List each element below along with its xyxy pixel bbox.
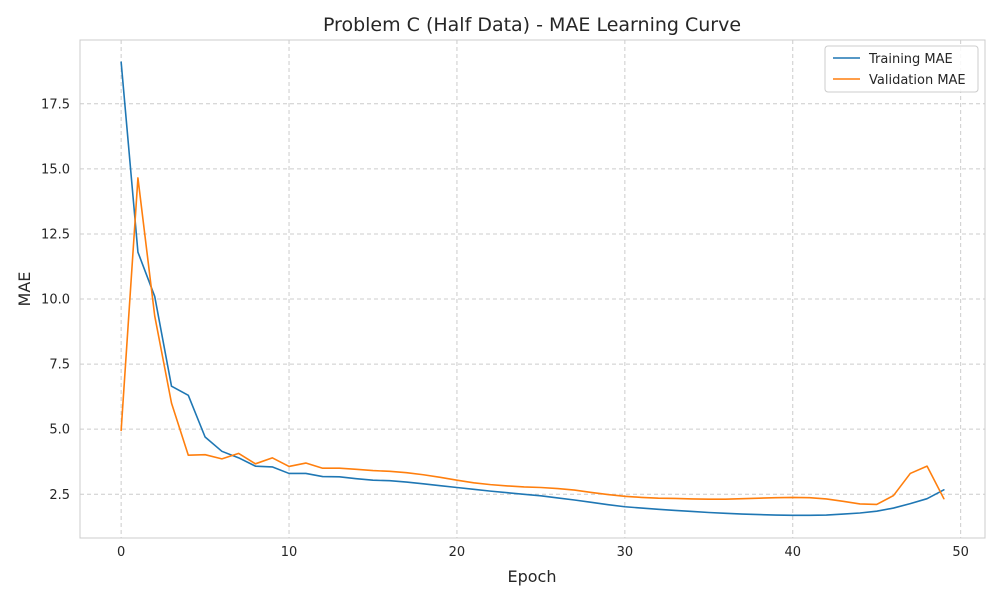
legend: Training MAE Validation MAE bbox=[824, 45, 979, 93]
legend-label-validation-mae: Validation MAE bbox=[869, 73, 966, 88]
y-tick-label: 12.5 bbox=[41, 227, 70, 242]
y-tick-label: 15.0 bbox=[41, 162, 70, 177]
x-axis-ticks: 0 10 20 30 40 50 bbox=[117, 545, 969, 560]
series-line-validation-mae bbox=[120, 177, 945, 506]
y-tick-label: 10.0 bbox=[41, 293, 70, 308]
x-tick-label: 50 bbox=[952, 545, 969, 560]
chart-title: Problem C (Half Data) - MAE Learning Cur… bbox=[323, 14, 741, 36]
x-axis-label: Epoch bbox=[508, 567, 557, 586]
legend-label-training-mae: Training MAE bbox=[868, 52, 953, 67]
series-layer bbox=[120, 61, 945, 517]
legend-box bbox=[824, 45, 979, 93]
y-axis-ticks: 2.5 5.0 7.5 10.0 12.5 15.0 17.5 bbox=[41, 97, 70, 502]
x-tick-label: 30 bbox=[617, 545, 634, 560]
y-tick-label: 17.5 bbox=[41, 97, 70, 112]
y-tick-label: 7.5 bbox=[49, 358, 70, 373]
series-line-training-mae bbox=[120, 61, 945, 517]
x-tick-label: 20 bbox=[449, 545, 466, 560]
y-tick-label: 5.0 bbox=[49, 423, 70, 438]
plot-frame bbox=[79, 39, 986, 539]
x-tick-label: 40 bbox=[784, 545, 801, 560]
x-tick-label: 0 bbox=[117, 545, 125, 560]
x-tick-label: 10 bbox=[281, 545, 298, 560]
y-tick-label: 2.5 bbox=[49, 488, 70, 503]
y-axis-label: MAE bbox=[15, 272, 34, 307]
grid-layer bbox=[80, 40, 985, 538]
